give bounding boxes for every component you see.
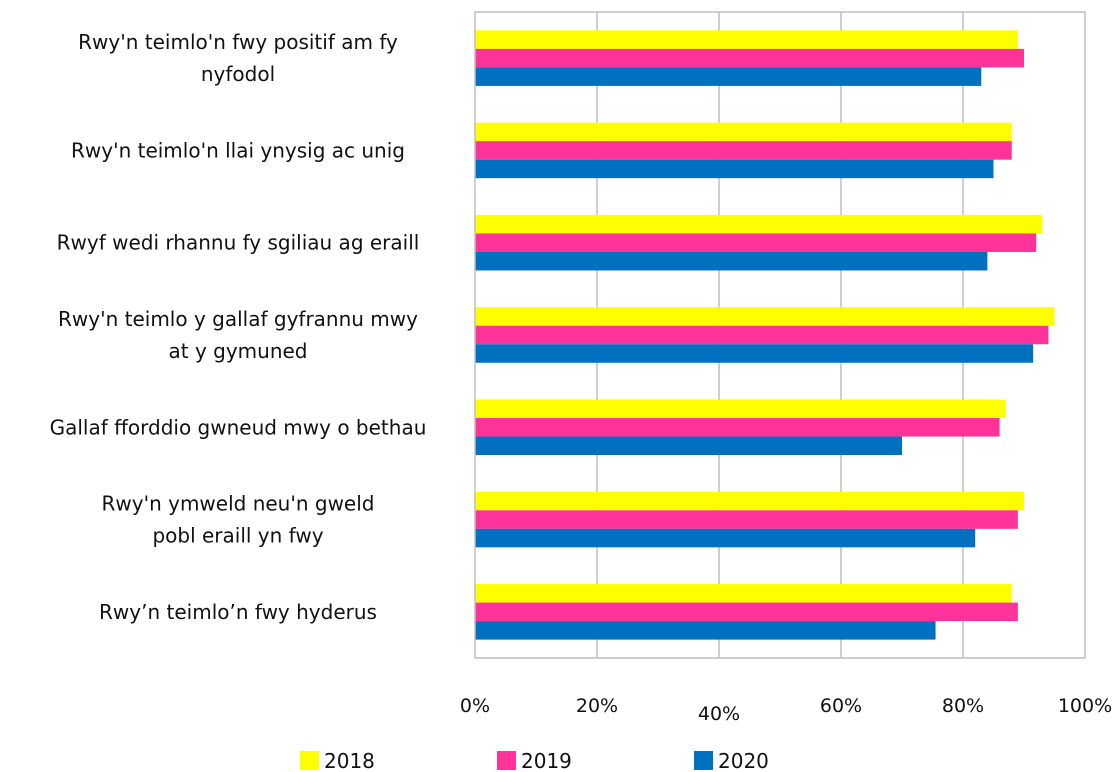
bar-2019 bbox=[475, 602, 1018, 622]
category-label: Rwy'n teimlo'n llai ynysig ac unig bbox=[71, 138, 405, 162]
bar-2019 bbox=[475, 48, 1024, 68]
bar-2020 bbox=[475, 67, 982, 86]
category-label: Gallaf fforddio gwneud mwy o bethau bbox=[50, 415, 427, 439]
bar-2020 bbox=[475, 436, 902, 456]
x-tick-label: 60% bbox=[820, 695, 862, 717]
category-label: Rwy'n ymweld neu'n gweld bbox=[101, 492, 374, 516]
legend-label-2019: 2019 bbox=[521, 749, 572, 772]
bar-2020 bbox=[475, 344, 1034, 363]
category-label: nyfodol bbox=[201, 62, 275, 86]
legend-label-2020: 2020 bbox=[718, 749, 769, 772]
category-label: Rwy’n teimlo’n fwy hyderus bbox=[99, 600, 377, 624]
bar-2020 bbox=[475, 528, 976, 548]
bar-2019 bbox=[475, 233, 1037, 252]
bar-2018 bbox=[475, 214, 1043, 234]
bar-2018 bbox=[475, 491, 1024, 511]
bar-2018 bbox=[475, 122, 1012, 142]
legend-swatch-2019 bbox=[497, 751, 516, 770]
category-label: Rwy'n teimlo'n fwy positif am fy bbox=[78, 30, 398, 54]
category-label: Rwy'n teimlo y gallaf gyfrannu mwy bbox=[58, 307, 418, 331]
bar-2019 bbox=[475, 141, 1012, 160]
x-tick-label: 20% bbox=[576, 695, 618, 717]
bar-2020 bbox=[475, 621, 936, 640]
x-tick-label: 0% bbox=[460, 695, 490, 717]
x-tick-label: 80% bbox=[942, 695, 984, 717]
category-labels: Rwy'n teimlo'n fwy positif am fy nyfodol R… bbox=[50, 30, 427, 624]
bar-2019 bbox=[475, 418, 1000, 437]
bar-2019 bbox=[475, 325, 1049, 345]
category-label: Rwyf wedi rhannu fy sgiliau ag eraill bbox=[57, 231, 420, 255]
bar-2018 bbox=[475, 30, 1018, 49]
legend-swatch-2020 bbox=[694, 751, 713, 770]
bar-2020 bbox=[475, 251, 988, 271]
plot-frame bbox=[474, 11, 1086, 659]
bar-2020 bbox=[475, 159, 994, 179]
bar-2019 bbox=[475, 510, 1018, 529]
bar-2018 bbox=[475, 584, 1012, 603]
category-label: pobl eraill yn fwy bbox=[152, 524, 323, 548]
legend-label-2018: 2018 bbox=[324, 749, 375, 772]
x-tick-label: 100% bbox=[1058, 695, 1112, 717]
legend-swatch-2018 bbox=[300, 751, 319, 770]
legend: 2018 2019 2020 bbox=[300, 749, 769, 772]
bars bbox=[475, 30, 1055, 640]
x-tick-labels: 0% 20% 40% 60% 80% 100% bbox=[460, 695, 1112, 725]
x-tick-label: 40% bbox=[698, 703, 740, 725]
bar-2018 bbox=[475, 399, 1006, 419]
category-label: at y gymuned bbox=[168, 339, 307, 363]
bar-2018 bbox=[475, 307, 1055, 326]
